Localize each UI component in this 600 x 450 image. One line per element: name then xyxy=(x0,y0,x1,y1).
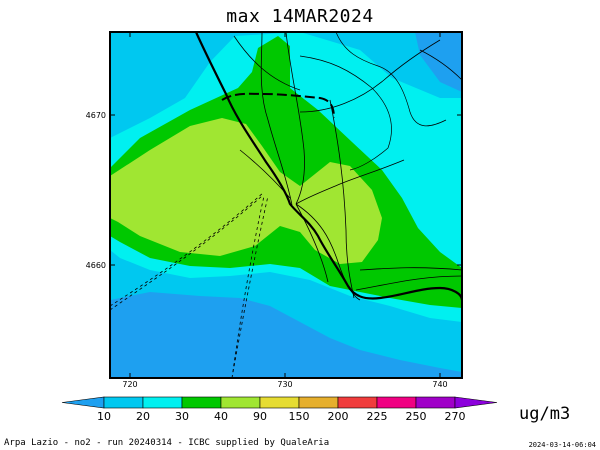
colorbar-label: 270 xyxy=(445,410,466,423)
footer-credits: Arpa Lazio - no2 - run 20240314 - ICBC s… xyxy=(4,438,330,448)
unit-label: ug/m3 xyxy=(519,404,571,424)
colorbar-label: 225 xyxy=(367,410,388,423)
colorbar-segment xyxy=(415,396,456,409)
colorbar-segment xyxy=(259,396,300,409)
x-tick-730: 730 xyxy=(277,380,292,389)
plot-frame xyxy=(109,31,463,379)
colorbar-segment xyxy=(337,396,378,409)
geographic-outlines xyxy=(110,32,462,378)
colorbar-segment xyxy=(103,396,144,409)
band-0-10-ne xyxy=(415,32,462,92)
colorbar-segment xyxy=(220,396,261,409)
coastline xyxy=(194,32,462,301)
colorbar-label: 30 xyxy=(175,410,189,423)
colorbar-arrow-high xyxy=(454,396,498,409)
band-40-90 xyxy=(110,118,382,264)
regional-boundary xyxy=(221,92,335,119)
ferry-routes xyxy=(110,191,269,378)
colorbar-label: 250 xyxy=(406,410,427,423)
colorbar-label: 200 xyxy=(328,410,349,423)
colorbar-label: 90 xyxy=(253,410,267,423)
colorbar-label: 40 xyxy=(214,410,228,423)
axis-ticks xyxy=(110,32,462,378)
road-network xyxy=(233,32,462,301)
footer-timestamp: 2024-03-14-06:04 xyxy=(528,441,596,449)
y-tick-4660: 4660 xyxy=(86,261,106,270)
colorbar-label: 20 xyxy=(136,410,150,423)
colorbar-segment xyxy=(142,396,183,409)
admin-boundaries xyxy=(299,32,462,171)
colorbar-segment xyxy=(376,396,417,409)
colorbar-label: 150 xyxy=(289,410,310,423)
x-tick-740: 740 xyxy=(432,380,447,389)
colorbar-segment xyxy=(181,396,222,409)
map-title: max 14MAR2024 xyxy=(226,6,374,27)
concentration-field xyxy=(110,32,462,378)
colorbar-segment xyxy=(298,396,339,409)
colorbar-label: 10 xyxy=(97,410,111,423)
band-0-10-sw xyxy=(110,292,462,378)
colorbar-arrow-low xyxy=(61,396,105,409)
x-tick-720: 720 xyxy=(122,380,137,389)
y-tick-4670: 4670 xyxy=(86,111,106,120)
colorbar: 10 20 30 40 90 150 200 225 250 270 xyxy=(61,396,498,423)
